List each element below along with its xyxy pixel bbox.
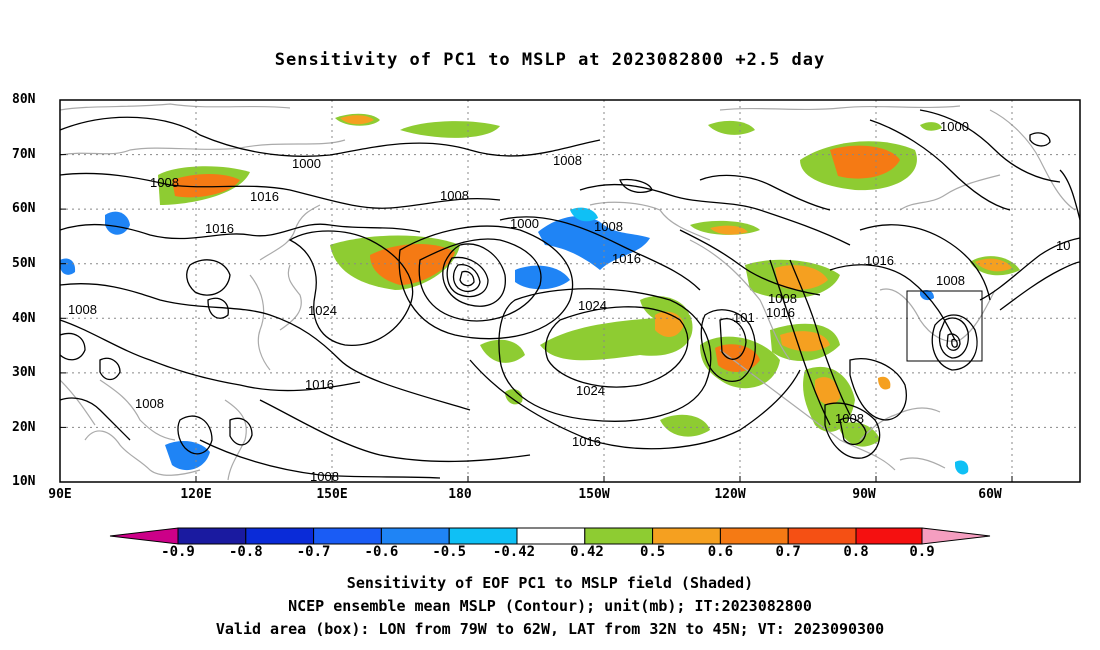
contour-label: 1008 (835, 411, 864, 426)
contour-label: 1008 (135, 396, 164, 411)
colorbar (109, 527, 991, 545)
colorbar-swatch (921, 527, 991, 545)
mslp-contours (59, 109, 1081, 479)
contour-label: 1016 (766, 305, 795, 320)
lat-label: 80N (12, 92, 36, 107)
map-frame (59, 99, 1081, 483)
colorbar-label: 0.7 (775, 544, 801, 560)
colorbar-label: 0.6 (707, 544, 734, 560)
colorbar-label: -0.42 (492, 544, 536, 560)
plot-title: Sensitivity of PC1 to MSLP at 2023082800… (274, 50, 826, 70)
contour-label: 1016 (612, 251, 641, 266)
lon-label: 150E (316, 487, 348, 502)
colorbar-swatch (787, 527, 857, 545)
lat-label: 60N (12, 201, 36, 216)
lat-label: 70N (12, 147, 36, 162)
colorbar-label: -0.7 (296, 544, 331, 560)
contour-label: 1008 (68, 302, 97, 317)
sensitivity-shading (60, 113, 1020, 475)
caption-contour: NCEP ensemble mean MSLP (Contour); unit(… (288, 597, 812, 615)
colorbar-swatch (380, 527, 450, 545)
contour-label: 1016 (205, 221, 234, 236)
contour-label: 1000 (292, 156, 321, 171)
lon-label: 150W (578, 487, 610, 502)
lat-label: 10N (12, 474, 36, 489)
colorbar-swatch (719, 527, 789, 545)
contour-label: 1024 (578, 298, 607, 313)
colorbar-label: -0.6 (364, 544, 399, 560)
colorbar-swatch (516, 527, 586, 545)
lat-label: 50N (12, 256, 36, 271)
contour-label: 1016 (572, 434, 601, 449)
lat-label: 20N (12, 420, 36, 435)
contour-label: 1008 (440, 188, 469, 203)
lat-label: 30N (12, 365, 36, 380)
lon-label: 60W (978, 487, 1002, 502)
lat-label: 40N (12, 311, 36, 326)
contour-label: 1024 (308, 303, 337, 318)
contour-label: 1016 (865, 253, 894, 268)
lon-label: 120W (714, 487, 746, 502)
caption-shading: Sensitivity of EOF PC1 to MSLP field (Sh… (346, 574, 754, 592)
lon-label: 120E (180, 487, 212, 502)
contour-label: 1024 (576, 383, 605, 398)
colorbar-swatch (245, 527, 315, 545)
colorbar-label: 0.5 (639, 544, 666, 560)
contour-label: 1000 (940, 119, 969, 134)
colorbar-label: -0.5 (432, 544, 467, 560)
colorbar-label: 0.42 (570, 544, 604, 560)
lon-label: 90E (48, 487, 72, 502)
lon-label: 90W (852, 487, 876, 502)
colorbar-swatch (448, 527, 518, 545)
axis-ticks (60, 99, 1013, 483)
colorbar-swatch (652, 527, 721, 545)
colorbar-swatch (584, 527, 654, 545)
contour-label: 1008 (768, 291, 797, 306)
colorbar-label: 0.9 (909, 544, 935, 560)
contour-label: 1008 (553, 153, 582, 168)
colorbar-swatch (177, 527, 247, 545)
contour-label: 1016 (250, 189, 279, 204)
colorbar-label: -0.9 (161, 544, 195, 560)
valid-area-box (906, 290, 983, 362)
contour-label: 1008 (150, 175, 179, 190)
colorbar-swatch (109, 527, 179, 545)
coastlines (59, 103, 1076, 481)
contour-label: 101 (733, 310, 755, 325)
contour-label: 1008 (936, 273, 965, 288)
colorbar-swatch (855, 527, 923, 545)
contour-label: 1016 (305, 377, 334, 392)
contour-label: 1000 (510, 216, 539, 231)
colorbar-label: -0.8 (228, 544, 263, 560)
colorbar-label: 0.8 (843, 544, 869, 560)
contour-label: 1008 (594, 219, 623, 234)
colorbar-swatch (313, 527, 382, 545)
lon-label: 180 (448, 487, 472, 502)
caption-valid-area: Valid area (box): LON from 79W to 62W, L… (215, 620, 885, 638)
contour-label: 10 (1056, 238, 1070, 253)
